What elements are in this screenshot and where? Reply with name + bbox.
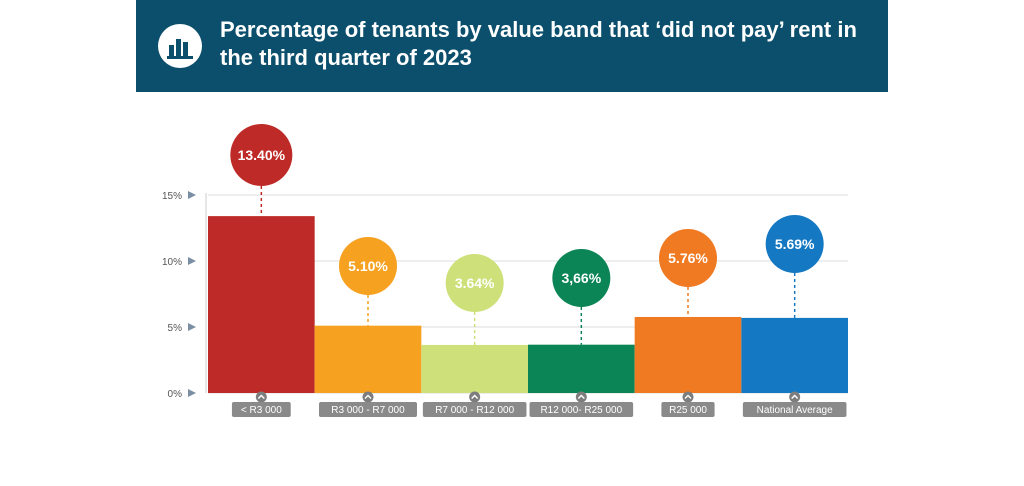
- data-label-bubble: [765, 215, 824, 273]
- chevron-up-icon: [682, 391, 694, 403]
- category-label: R12 000- R25 000: [540, 405, 622, 416]
- data-label-bubble: [445, 254, 504, 312]
- bar: [314, 325, 422, 393]
- data-labels: 13.40% 5.10% 3.64% 3,66% 5.76% 5.69%: [230, 124, 824, 345]
- category-pill: [422, 402, 527, 417]
- chevron-up-icon: [789, 391, 801, 403]
- data-label-bubble: [552, 249, 611, 307]
- chevron-up-icon-glyph: [257, 394, 265, 399]
- tick-arrow-icon: [188, 257, 196, 265]
- chevron-up-icon: [255, 391, 267, 403]
- chevron-up-icon: [469, 391, 481, 403]
- chart-header: Percentage of tenants by value band that…: [136, 0, 888, 92]
- data-label: 5.76%: [668, 250, 708, 266]
- chevron-up-icon-glyph: [471, 394, 479, 399]
- chevron-up-icon-glyph: [577, 394, 585, 399]
- y-tick-label: 10%: [162, 257, 182, 268]
- category-label: R3 000 - R7 000: [331, 405, 405, 416]
- data-label: 5.69%: [775, 236, 815, 252]
- bar: [741, 317, 848, 393]
- data-label-bubble: [339, 237, 397, 295]
- category-label: R25 000: [669, 405, 707, 416]
- tick-arrow-icon: [188, 389, 196, 397]
- y-tick-label: 5%: [168, 323, 183, 334]
- data-label: 5.10%: [348, 258, 388, 274]
- tick-arrow-icon: [188, 191, 196, 199]
- y-axis: 0% 5% 10% 15%: [162, 191, 207, 400]
- chevron-up-icon: [362, 391, 374, 403]
- chevron-up-icon-glyph: [364, 394, 372, 399]
- category-labels: < R3 000 R3 000 - R7 000 R7 000 - R12 000 R…: [231, 391, 847, 417]
- bar: [528, 344, 635, 393]
- data-label: 3.64%: [455, 275, 495, 291]
- category-pill: [319, 402, 417, 417]
- category-pill: [231, 402, 291, 417]
- y-tick-label: 0%: [168, 389, 183, 400]
- bar: [634, 316, 742, 393]
- y-tick-label: 15%: [162, 191, 182, 202]
- data-label: 3,66%: [561, 270, 601, 286]
- category-label: R7 000 - R12 000: [435, 405, 514, 416]
- chart-title: Percentage of tenants by value band that…: [220, 17, 857, 70]
- chevron-up-icon-glyph: [684, 394, 692, 399]
- category-label: National Average: [757, 405, 833, 416]
- bars: [208, 216, 848, 393]
- bar: [208, 216, 315, 393]
- category-pill: [529, 402, 634, 417]
- chevron-up-icon: [575, 391, 587, 403]
- bar: [421, 344, 528, 393]
- category-pill: [661, 402, 715, 417]
- chevron-up-icon-glyph: [791, 394, 799, 399]
- data-label-bubble: [659, 229, 717, 287]
- category-label: < R3 000: [241, 405, 282, 416]
- data-label: 13.40%: [238, 147, 286, 163]
- data-label-bubble: [230, 124, 293, 186]
- tick-arrow-icon: [188, 323, 196, 331]
- bar-chart-icon: [158, 24, 202, 68]
- category-pill: [742, 402, 847, 417]
